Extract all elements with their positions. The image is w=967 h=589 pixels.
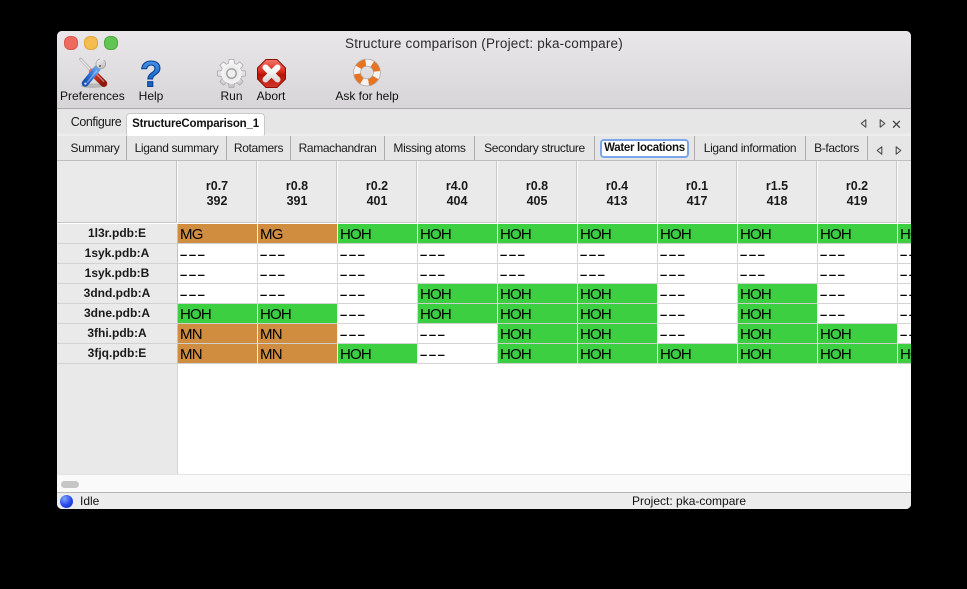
svg-text:?: ?: [140, 57, 162, 89]
